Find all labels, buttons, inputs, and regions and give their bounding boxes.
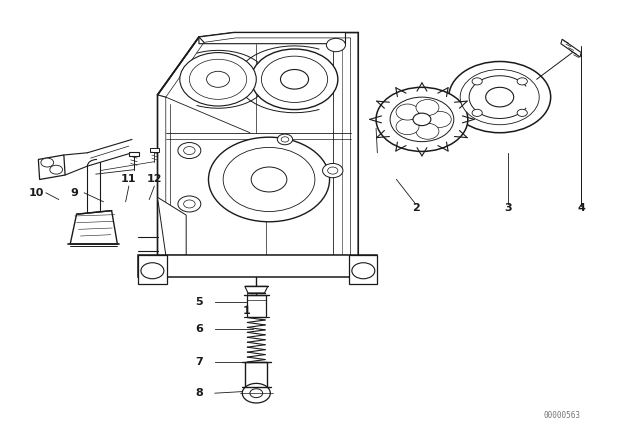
- Bar: [246, 362, 267, 387]
- Circle shape: [449, 61, 550, 133]
- Circle shape: [472, 109, 483, 116]
- Circle shape: [141, 263, 164, 279]
- Circle shape: [209, 137, 330, 222]
- Circle shape: [326, 39, 346, 52]
- Circle shape: [50, 165, 63, 174]
- Text: 1: 1: [243, 306, 251, 316]
- Text: 4: 4: [577, 203, 585, 213]
- Text: 6: 6: [195, 323, 203, 334]
- Polygon shape: [561, 39, 581, 57]
- Circle shape: [41, 158, 54, 167]
- Circle shape: [460, 69, 540, 125]
- Text: 9: 9: [71, 188, 79, 198]
- Text: 3: 3: [504, 203, 512, 213]
- Text: 5: 5: [195, 297, 203, 307]
- Polygon shape: [138, 255, 167, 284]
- Polygon shape: [199, 33, 346, 44]
- Polygon shape: [138, 255, 378, 277]
- Bar: [129, 152, 139, 156]
- Circle shape: [207, 71, 230, 87]
- Circle shape: [178, 196, 201, 212]
- Circle shape: [517, 109, 527, 116]
- Circle shape: [281, 137, 289, 142]
- Circle shape: [352, 263, 375, 279]
- Text: 8: 8: [195, 388, 203, 398]
- Circle shape: [250, 389, 262, 398]
- Circle shape: [472, 78, 483, 85]
- Circle shape: [243, 383, 270, 403]
- Polygon shape: [245, 286, 268, 293]
- Circle shape: [178, 142, 201, 159]
- Text: 2: 2: [412, 203, 419, 213]
- Circle shape: [390, 97, 454, 142]
- Circle shape: [376, 87, 468, 151]
- Circle shape: [517, 78, 527, 85]
- Polygon shape: [70, 211, 117, 244]
- Circle shape: [189, 59, 246, 99]
- Circle shape: [486, 87, 514, 107]
- Text: 7: 7: [195, 357, 203, 367]
- Circle shape: [180, 52, 256, 106]
- Circle shape: [428, 112, 451, 127]
- Bar: [150, 148, 159, 152]
- Circle shape: [184, 200, 195, 208]
- Text: 11: 11: [121, 174, 136, 185]
- Polygon shape: [349, 255, 378, 284]
- Text: 12: 12: [147, 174, 162, 185]
- Text: 10: 10: [29, 188, 44, 198]
- Circle shape: [328, 167, 338, 174]
- Polygon shape: [157, 197, 186, 255]
- Polygon shape: [38, 155, 65, 180]
- Circle shape: [184, 146, 195, 155]
- Circle shape: [413, 113, 431, 125]
- Circle shape: [261, 56, 328, 103]
- Circle shape: [251, 167, 287, 192]
- Circle shape: [323, 164, 343, 178]
- Circle shape: [396, 104, 419, 120]
- Text: 00000563: 00000563: [543, 411, 580, 420]
- Circle shape: [251, 49, 338, 110]
- Polygon shape: [157, 33, 358, 260]
- Bar: [246, 295, 266, 318]
- Circle shape: [280, 69, 308, 89]
- Circle shape: [223, 147, 315, 211]
- Circle shape: [396, 119, 419, 135]
- Circle shape: [416, 99, 439, 116]
- Circle shape: [277, 134, 292, 145]
- Circle shape: [416, 123, 439, 139]
